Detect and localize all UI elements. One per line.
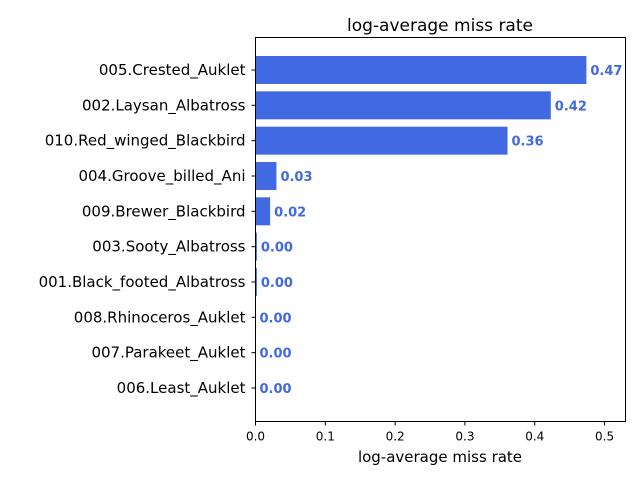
y-tick-label: 010.Red_winged_Blackbird xyxy=(45,132,246,151)
data-label: 0.02 xyxy=(274,205,306,220)
chart-title: log-average miss rate xyxy=(347,16,533,36)
bar-005.Crested_Auklet xyxy=(255,56,587,84)
bar-001.Black_footed_Albatross xyxy=(255,267,257,296)
x-ticks: 0.0 0.1 0.2 0.3 0.4 0.5 xyxy=(246,421,614,444)
bar-009.Brewer_Blackbird xyxy=(255,197,271,226)
y-tick-label: 001.Black_footed_Albatross xyxy=(39,273,246,292)
bar-003.Sooty_Albatross xyxy=(255,232,257,261)
data-label: 0.36 xyxy=(512,135,544,150)
x-tick-label: 0.0 xyxy=(246,430,265,444)
y-tick-label: 003.Sooty_Albatross xyxy=(92,238,245,257)
y-tick-label: 006.Least_Auklet xyxy=(117,379,246,398)
x-tick-label: 0.5 xyxy=(595,430,614,444)
data-label: 0.00 xyxy=(260,311,292,326)
x-tick-label: 0.1 xyxy=(316,430,335,444)
y-tick-label: 008.Rhinoceros_Auklet xyxy=(74,308,246,327)
y-tick-label: 005.Crested_Auklet xyxy=(99,61,246,80)
y-tick-label: 009.Brewer_Blackbird xyxy=(82,202,246,221)
data-labels: 0.47 0.42 0.36 0.03 0.02 0.00 0.00 0.00 0.00 0.00 xyxy=(260,64,623,397)
bar-002.Laysan_Albatross xyxy=(255,91,551,120)
y-tick-label: 002.Laysan_Albatross xyxy=(82,96,246,115)
y-tick-label: 007.Parakeet_Auklet xyxy=(91,344,245,363)
data-label: 0.00 xyxy=(260,382,292,397)
plot-frame xyxy=(255,37,626,422)
data-label: 0.00 xyxy=(261,276,293,291)
data-label: 0.47 xyxy=(590,64,622,79)
bar-010.Red_winged_Blackbird xyxy=(255,126,508,155)
y-tick-label: 004.Groove_billed_Ani xyxy=(78,167,245,186)
data-label: 0.03 xyxy=(280,170,312,185)
data-label: 0.00 xyxy=(261,241,293,256)
x-axis-label: log-average miss rate xyxy=(358,448,522,466)
y-tick-labels: 005.Crested_Auklet 002.Laysan_Albatross 01… xyxy=(39,61,256,398)
data-label: 0.00 xyxy=(260,347,292,362)
x-tick-label: 0.2 xyxy=(386,430,405,444)
bars-group xyxy=(255,56,587,296)
data-label: 0.42 xyxy=(555,99,587,114)
x-tick-label: 0.4 xyxy=(525,430,544,444)
bar-004.Groove_billed_Ani xyxy=(255,161,277,190)
x-tick-label: 0.3 xyxy=(455,430,474,444)
